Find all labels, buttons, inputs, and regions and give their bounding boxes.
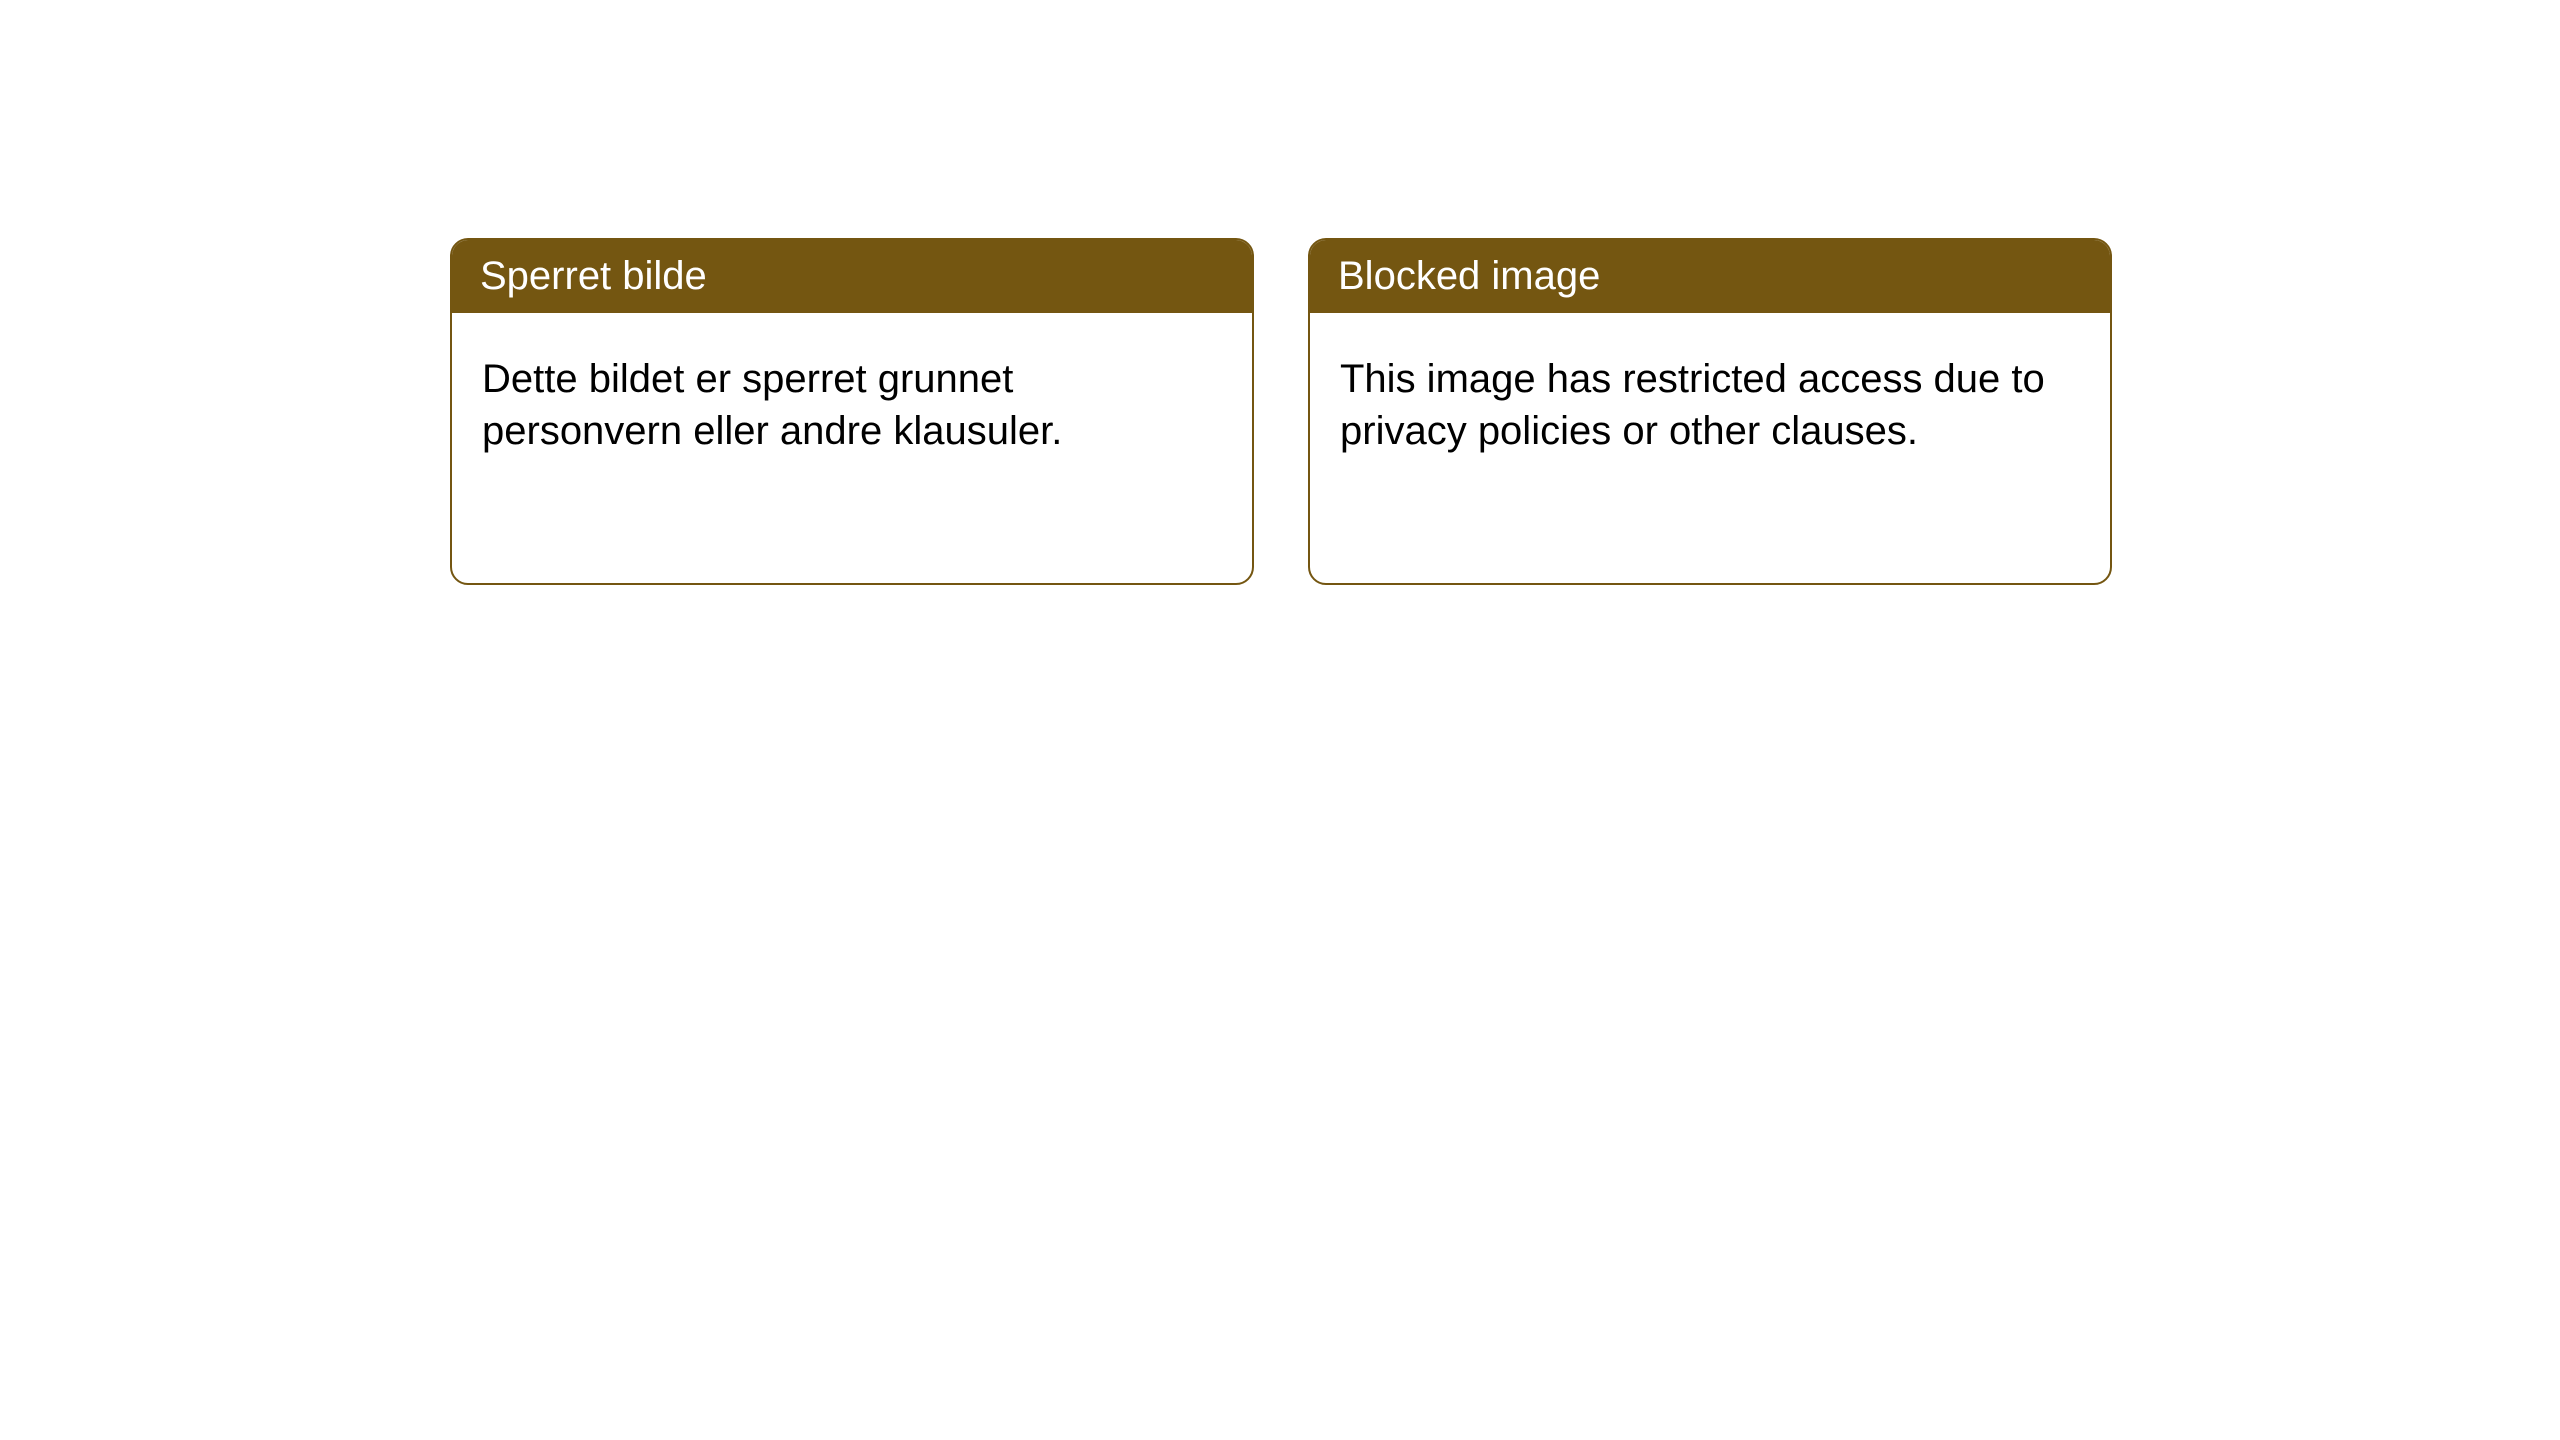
notice-container: Sperret bilde Dette bildet er sperret gr… [450, 238, 2112, 585]
card-body-text: This image has restricted access due to … [1340, 357, 2045, 453]
notice-card-norwegian: Sperret bilde Dette bildet er sperret gr… [450, 238, 1254, 585]
notice-card-english: Blocked image This image has restricted … [1308, 238, 2112, 585]
card-body-text: Dette bildet er sperret grunnet personve… [482, 357, 1062, 453]
card-header-english: Blocked image [1310, 240, 2110, 313]
card-header-norwegian: Sperret bilde [452, 240, 1252, 313]
card-body-norwegian: Dette bildet er sperret grunnet personve… [452, 313, 1252, 583]
card-title: Sperret bilde [480, 254, 707, 298]
card-body-english: This image has restricted access due to … [1310, 313, 2110, 583]
card-title: Blocked image [1338, 254, 1600, 298]
